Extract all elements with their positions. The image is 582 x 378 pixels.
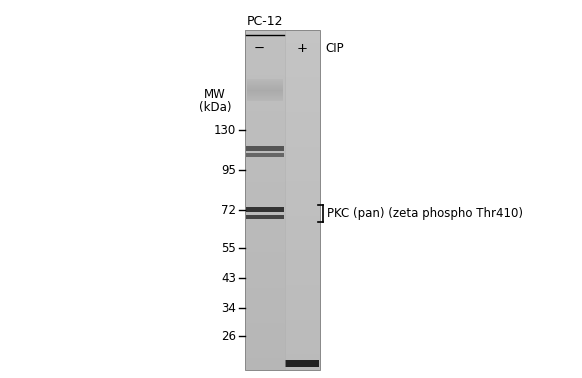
- Text: 72: 72: [221, 203, 236, 217]
- Text: (kDa): (kDa): [198, 102, 231, 115]
- Text: PC-12: PC-12: [247, 15, 283, 28]
- Bar: [245, 30, 320, 370]
- Bar: [246, 206, 284, 212]
- Bar: [246, 153, 284, 157]
- Text: 95: 95: [221, 164, 236, 177]
- Text: −: −: [253, 42, 265, 54]
- Text: PKC (pan) (zeta phospho Thr410): PKC (pan) (zeta phospho Thr410): [327, 207, 523, 220]
- Text: CIP: CIP: [325, 42, 343, 54]
- Bar: [285, 359, 319, 367]
- Text: 34: 34: [221, 302, 236, 314]
- Text: 130: 130: [214, 124, 236, 136]
- Text: 43: 43: [221, 271, 236, 285]
- Bar: [246, 146, 284, 150]
- Text: 26: 26: [221, 330, 236, 342]
- Text: +: +: [297, 42, 308, 54]
- Bar: [246, 215, 284, 219]
- Text: MW: MW: [204, 88, 226, 102]
- Text: 55: 55: [221, 242, 236, 254]
